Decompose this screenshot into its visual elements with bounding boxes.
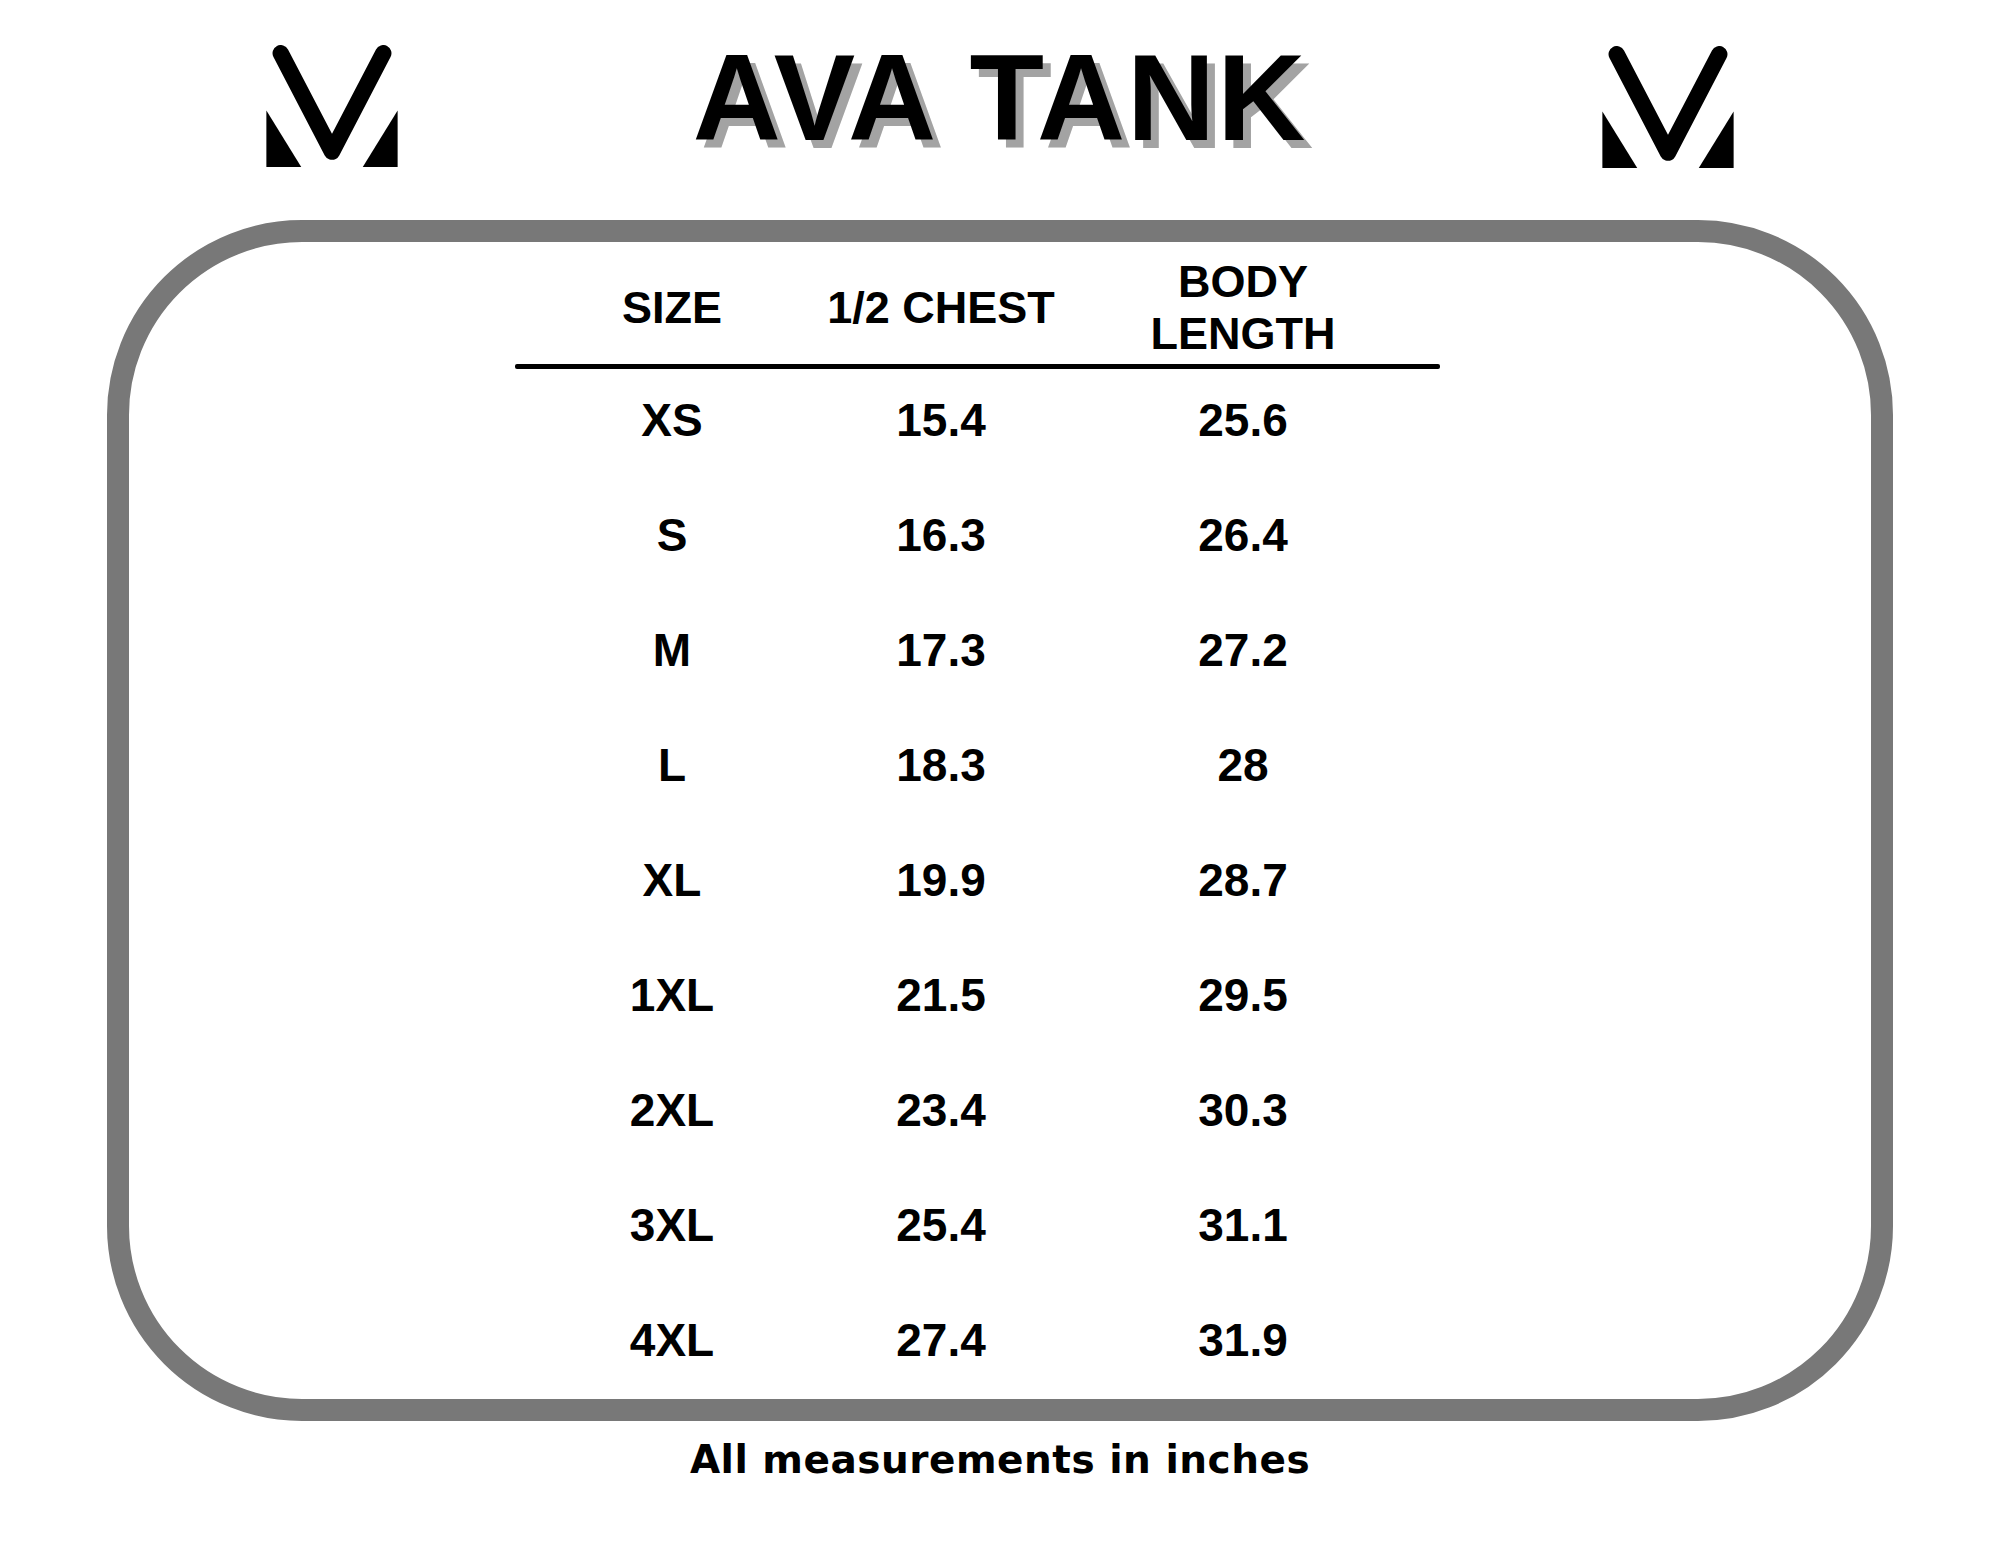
body-length-cell: 29.5 bbox=[1082, 968, 1404, 1022]
mv-monogram-icon bbox=[1602, 46, 1734, 168]
table-row: M 17.3 27.2 bbox=[544, 592, 1404, 707]
size-cell: 4XL bbox=[544, 1313, 800, 1367]
body-length-cell: 30.3 bbox=[1082, 1083, 1404, 1137]
table-row: XL 19.9 28.7 bbox=[544, 822, 1404, 937]
table-body: XS 15.4 25.6 S 16.3 26.4 M 17.3 27.2 L 1… bbox=[544, 362, 1404, 1397]
table-row: 1XL 21.5 29.5 bbox=[544, 937, 1404, 1052]
body-length-cell: 26.4 bbox=[1082, 508, 1404, 562]
table-row: 4XL 27.4 31.9 bbox=[544, 1282, 1404, 1397]
half-chest-cell: 21.5 bbox=[800, 968, 1082, 1022]
table-header-row: SIZE 1/2 CHEST BODY LENGTH bbox=[544, 252, 1404, 364]
size-cell: 2XL bbox=[544, 1083, 800, 1137]
body-length-cell: 31.9 bbox=[1082, 1313, 1404, 1367]
table-row: S 16.3 26.4 bbox=[544, 477, 1404, 592]
half-chest-cell: 16.3 bbox=[800, 508, 1082, 562]
half-chest-cell: 19.9 bbox=[800, 853, 1082, 907]
table-row: 2XL 23.4 30.3 bbox=[544, 1052, 1404, 1167]
half-chest-cell: 27.4 bbox=[800, 1313, 1082, 1367]
size-cell: M bbox=[544, 623, 800, 677]
body-length-cell: 28 bbox=[1082, 738, 1404, 792]
size-chart-page: AVA TANK SIZE 1/2 CHEST BODY LENGTH XS 1… bbox=[0, 0, 2000, 1545]
half-chest-cell: 15.4 bbox=[800, 393, 1082, 447]
size-cell: L bbox=[544, 738, 800, 792]
column-header-body-length: BODY LENGTH bbox=[1082, 256, 1404, 360]
size-cell: XS bbox=[544, 393, 800, 447]
table-row: L 18.3 28 bbox=[544, 707, 1404, 822]
half-chest-cell: 25.4 bbox=[800, 1198, 1082, 1252]
body-length-cell: 25.6 bbox=[1082, 393, 1404, 447]
table-row: 3XL 25.4 31.1 bbox=[544, 1167, 1404, 1282]
body-length-cell: 28.7 bbox=[1082, 853, 1404, 907]
measurement-note: All measurements in inches bbox=[0, 1437, 2000, 1482]
table-row: XS 15.4 25.6 bbox=[544, 362, 1404, 477]
column-header-half-chest: 1/2 CHEST bbox=[800, 282, 1082, 334]
size-cell: 3XL bbox=[544, 1198, 800, 1252]
size-cell: XL bbox=[544, 853, 800, 907]
half-chest-cell: 17.3 bbox=[800, 623, 1082, 677]
size-cell: 1XL bbox=[544, 968, 800, 1022]
size-cell: S bbox=[544, 508, 800, 562]
half-chest-cell: 18.3 bbox=[800, 738, 1082, 792]
half-chest-cell: 23.4 bbox=[800, 1083, 1082, 1137]
column-header-size: SIZE bbox=[544, 282, 800, 334]
body-length-cell: 31.1 bbox=[1082, 1198, 1404, 1252]
body-length-cell: 27.2 bbox=[1082, 623, 1404, 677]
